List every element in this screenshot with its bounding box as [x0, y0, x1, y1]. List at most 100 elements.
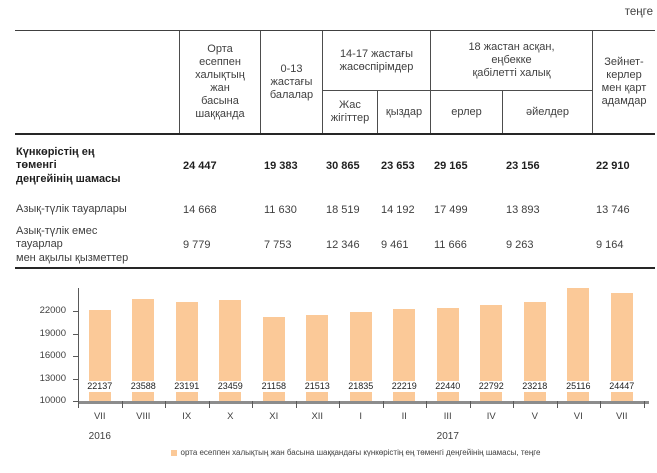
row-label: Азық-түлік емес тауарлар мен ақылы қызме…	[16, 224, 129, 264]
x-axis-tick	[78, 401, 79, 408]
bar-value-label: 22440	[433, 381, 463, 392]
y-axis-tick	[73, 311, 78, 312]
bar	[88, 310, 111, 401]
x-axis-tick	[600, 401, 601, 408]
year-label: 2017	[436, 431, 459, 442]
header-adult-group: 18 жастан асқан, еңбекке қабілетті халық	[430, 31, 592, 90]
row-value: 14 668	[183, 204, 217, 216]
row-value: 18 519	[326, 204, 360, 216]
bar-value-label: 23191	[172, 381, 202, 392]
header-adult-men: ерлер	[430, 90, 502, 133]
bar-value-label: 21158	[259, 381, 288, 392]
bar	[132, 299, 155, 401]
month-label: III	[443, 411, 452, 422]
x-axis-line	[78, 401, 649, 404]
bar	[480, 305, 503, 401]
x-axis-tick	[643, 401, 645, 408]
x-axis-tick	[208, 401, 210, 408]
y-axis-label: 13000	[39, 372, 66, 384]
header-children-0-13: 0-13 жастағы балалар	[260, 31, 322, 133]
x-axis-tick	[382, 401, 384, 408]
x-axis-tick	[121, 401, 123, 408]
row-value: 14 192	[381, 204, 415, 216]
row-value: 9 779	[183, 239, 211, 251]
bar-value-label: 25116	[564, 381, 593, 392]
table-row: Азық-түлік емес тауарлар мен ақылы қызме…	[15, 223, 655, 267]
bar-value-label: 23459	[215, 381, 245, 392]
row-value: 30 865	[326, 160, 360, 172]
unit-label: теңге	[624, 6, 653, 18]
bar	[610, 292, 633, 401]
row-value: 9 263	[506, 239, 534, 251]
x-axis-tick	[295, 401, 297, 408]
month-label: VIII	[136, 411, 151, 422]
row-label: Азық-түлік тауарлары	[16, 203, 127, 216]
row-value: 22 910	[596, 160, 630, 172]
table-row: Азық-түлік тауарлары 14 668 11 630 18 519 14…	[15, 197, 655, 223]
legend-marker-icon	[170, 449, 177, 456]
y-axis-line	[78, 288, 79, 402]
row-value: 11 666	[434, 239, 467, 251]
header-teen-group: 14-17 жастағы жасөспірімдер	[322, 31, 430, 90]
y-axis-tick	[73, 401, 78, 402]
x-axis-tick	[252, 401, 253, 408]
row-value: 23 156	[506, 160, 540, 172]
month-label: V	[531, 411, 538, 422]
header-avg-per-capita: Орта есеппен халықтың жан басына шаққанд…	[179, 31, 260, 133]
table-body: Күнкөрістің ең төменгі деңгейінің шамасы…	[15, 135, 655, 267]
bar	[175, 302, 198, 401]
bar-value-label: 23588	[128, 381, 158, 392]
bar-value-label: 23218	[520, 381, 550, 392]
table-row: Күнкөрістің ең төменгі деңгейінің шамасы…	[15, 135, 655, 197]
bar-value-label: 22219	[389, 381, 419, 392]
bar	[306, 314, 329, 401]
bar	[393, 309, 416, 401]
x-axis-tick	[339, 401, 340, 408]
row-value: 12 346	[326, 239, 360, 251]
y-axis-tick	[73, 333, 78, 335]
x-axis-tick	[426, 401, 427, 408]
y-axis-label: 19000	[39, 327, 66, 339]
table-header: Орта есеппен халықтың жан басына шаққанд…	[15, 31, 655, 135]
header-teen-girls: қыздар	[377, 90, 430, 133]
row-label: Күнкөрістің ең төменгі деңгейінің шамасы	[16, 145, 121, 185]
x-axis-tick	[513, 401, 514, 408]
row-value: 9 164	[596, 239, 624, 251]
month-label: X	[227, 411, 234, 422]
y-axis-label: 10000	[39, 395, 66, 406]
month-label: VII	[615, 411, 628, 422]
y-axis-tick	[73, 356, 78, 357]
month-label: XII	[311, 411, 324, 422]
x-axis-tick	[165, 401, 166, 408]
row-value: 24 447	[183, 160, 217, 172]
month-label: IV	[486, 411, 496, 422]
row-value: 11 630	[264, 204, 297, 216]
bar-value-label: 22792	[476, 381, 506, 392]
x-axis-tick	[556, 401, 558, 408]
bar	[219, 300, 242, 401]
row-value: 29 165	[434, 160, 468, 172]
bar	[262, 317, 285, 401]
row-value: 13 746	[596, 204, 630, 216]
legend-label: орта есеппен халықтың жан басына шаққанд…	[180, 448, 541, 457]
row-value: 19 383	[264, 160, 298, 172]
row-value: 17 499	[434, 204, 468, 216]
row-value: 9 461	[381, 239, 409, 251]
y-axis-label: 22000	[39, 305, 66, 316]
bar	[523, 301, 546, 401]
row-value: 23 653	[381, 160, 415, 172]
subsistence-table: Орта есеппен халықтың жан басына шаққанд…	[15, 30, 655, 269]
month-label: I	[359, 411, 363, 422]
bar-value-label: 21835	[346, 381, 376, 392]
chart-legend: орта есеппен халықтың жан басына шаққанд…	[27, 448, 657, 457]
month-label: VI	[573, 411, 583, 422]
bar	[436, 307, 459, 401]
row-value: 13 893	[506, 204, 540, 216]
month-label: II	[401, 411, 407, 422]
bar-value-label: 21513	[302, 381, 332, 392]
row-value: 7 753	[264, 239, 292, 251]
bar-value-label: 24447	[607, 381, 637, 392]
header-pensioners: Зейнет- керлер мен қарт адамдар	[592, 31, 655, 133]
